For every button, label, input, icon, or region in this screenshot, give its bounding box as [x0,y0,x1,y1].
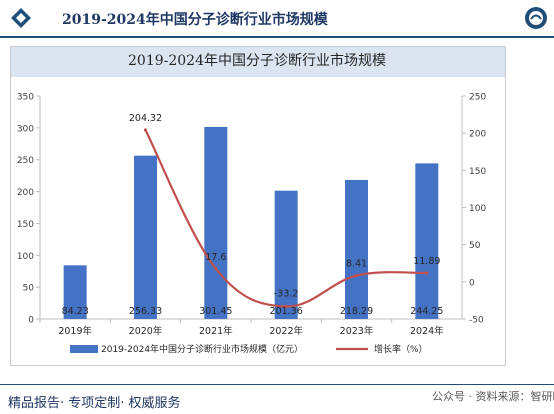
y-left-tick-label: 0 [28,316,34,326]
growth-rate-point [425,271,429,275]
line-data-label: 8.41 [346,259,367,270]
y-right-tick-label: -50 [469,316,484,326]
header-title: 2019-2024年中国分子诊断行业市场规模 [62,12,328,28]
x-tick-label: 2022年 [269,325,303,337]
growth-rate-point [284,304,288,309]
growth-rate-point [214,267,218,271]
bar [204,126,228,319]
institute-logo-icon [525,7,547,29]
x-tick-label: 2020年 [129,325,163,337]
line-data-label: -33.2 [274,289,299,300]
y-right-tick-label: 200 [469,130,486,140]
footer-slogan: 精品报告· 专项定制· 权威服务 [8,396,181,411]
bar-data-label: 84.23 [62,306,89,317]
y-left-tick-label: 100 [17,252,34,262]
growth-rate-point [143,128,148,132]
chart-title: 2019-2024年中国分子诊断行业市场规模 [128,53,386,69]
diamond-icon [11,8,31,28]
y-left-tick-label: 350 [17,93,34,103]
bar [274,190,298,319]
bar-data-label: 244.25 [410,306,443,317]
bar-data-label: 256.33 [129,306,162,317]
y-right-tick-label: 250 [469,93,486,103]
x-tick-label: 2023年 [340,325,374,337]
y-left-tick-label: 300 [17,124,34,134]
x-tick-label: 2021年 [199,325,233,337]
footer-divider [0,384,554,385]
bar-data-label: 301.45 [199,306,232,317]
x-tick-label: 2024年 [410,325,444,337]
header: 2019-2024年中国分子诊断行业市场规模 [0,0,554,36]
y-left-tick-label: 150 [17,220,34,230]
bar [415,163,439,319]
y-right-tick-label: 100 [469,204,486,214]
bar-data-label: 218.29 [340,306,373,317]
x-tick-label: 2019年 [58,325,92,337]
legend-bar-label: 2019-2024年中国分子诊断行业市场规模（亿元） [101,343,303,355]
bar [134,155,157,319]
line-data-label: 11.89 [413,256,440,267]
footer-source: 公众号 · 资料来源：智研瞻 [432,390,554,403]
bar [345,179,368,319]
y-right-tick-label: 150 [469,167,486,177]
growth-rate-point [354,273,359,278]
bar [63,265,87,319]
bar-data-label: 201.36 [270,306,303,317]
line-data-label: 204.32 [129,113,162,124]
y-left-tick-label: 250 [17,156,34,166]
y-left-tick-label: 200 [17,188,34,198]
header-divider [0,36,554,38]
legend-bar-swatch [70,345,98,353]
chart-title-band [10,46,506,77]
y-right-tick-label: 0 [469,278,475,288]
legend-line-label: 增长率（%） [374,343,428,355]
y-right-tick-label: 50 [469,241,481,251]
growth-rate-line [144,129,427,308]
line-data-label: 17.6 [205,252,226,263]
y-left-tick-label: 50 [23,284,35,294]
